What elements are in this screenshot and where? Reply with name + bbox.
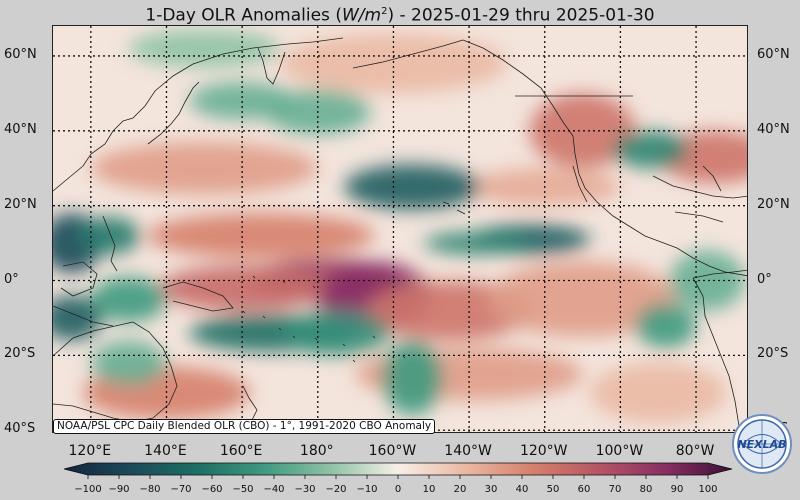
negative-anomaly-region xyxy=(90,340,167,386)
positive-anomaly-region xyxy=(529,93,636,169)
positive-anomaly-region xyxy=(279,33,507,94)
aleutian-islands xyxy=(352,39,464,69)
negative-anomaly-region xyxy=(53,295,103,341)
latitude-label-left: 40°S xyxy=(4,421,36,437)
longitude-label: 80°W xyxy=(675,443,715,459)
title-date-range: ) - 2025-01-29 thru 2025-01-30 xyxy=(387,5,655,26)
positive-anomaly-region xyxy=(90,142,318,195)
nexlab-logo-icon: NEXLAB xyxy=(732,414,792,474)
negative-anomaly-region xyxy=(128,29,280,68)
kamchatka-coastline xyxy=(257,47,286,85)
positive-anomaly-region xyxy=(158,265,326,311)
longitude-label: 120°E xyxy=(68,443,112,459)
negative-anomaly-region xyxy=(423,231,530,255)
florida-coastline xyxy=(702,165,722,192)
colorbar-bar xyxy=(63,462,733,476)
australia-coastline xyxy=(53,321,178,423)
latitude-label-right: 20°N xyxy=(757,196,790,212)
longitude-label: 180° xyxy=(299,443,334,459)
latitude-label-left: 60°N xyxy=(4,46,37,62)
colorbar-tickmarks xyxy=(87,475,709,479)
colorbar-tick-label: 80 xyxy=(639,484,653,495)
colorbar xyxy=(63,462,733,479)
negative-anomaly-region xyxy=(344,164,481,210)
latitude-label-right: 60°N xyxy=(757,46,790,62)
longitude-label: 120°W xyxy=(519,443,568,459)
coastlines xyxy=(53,37,747,432)
pacific-islands xyxy=(242,275,406,363)
positive-anomaly-region xyxy=(590,362,727,423)
longitude-label: 160°W xyxy=(368,443,417,459)
colorbar-tick-label: −80 xyxy=(139,484,161,495)
colorbar-tick-label: 70 xyxy=(608,484,622,495)
colorbar-tick-label: −20 xyxy=(325,484,347,495)
colorbar-tick-label: 10 xyxy=(422,484,436,495)
gulf-coastline xyxy=(652,175,747,199)
negative-anomaly-region xyxy=(669,250,746,311)
colorbar-tick-label: −90 xyxy=(108,484,130,495)
latitude-label-left: 20°N xyxy=(4,196,37,212)
alaska-coastline xyxy=(462,39,574,137)
colorbar-tick-label: −30 xyxy=(294,484,316,495)
latitude-label-right: 0° xyxy=(757,271,772,287)
cuba-coastline xyxy=(674,211,724,223)
north-america-coastline xyxy=(572,135,747,277)
graticule xyxy=(53,26,747,432)
colorbar-tick-label: −50 xyxy=(232,484,254,495)
longitude-label: 140°W xyxy=(444,443,492,459)
anomaly-map xyxy=(53,26,747,432)
latitude-label-right: 40°N xyxy=(757,121,790,137)
logo-text: NEXLAB xyxy=(737,438,786,451)
title-prefix: 1-Day OLR Anomalies ( xyxy=(145,5,342,26)
sumatra-java-coastline xyxy=(53,305,114,327)
anomaly-field xyxy=(53,29,747,423)
baja-california xyxy=(572,165,588,203)
latitude-label-left: 20°S xyxy=(4,346,36,362)
negative-anomaly-region xyxy=(612,130,689,169)
hawaii-islands xyxy=(442,201,466,215)
colorbar-tick-label: 100 xyxy=(698,484,718,495)
colorbar-tick-label: 20 xyxy=(453,484,467,495)
colorbar-tick-label: 40 xyxy=(515,484,529,495)
colorbar-tick-label: 60 xyxy=(577,484,591,495)
data-source-note: NOAA/PSL CPC Daily Blended OLR (CBO) - 1… xyxy=(53,419,436,434)
negative-anomaly-region xyxy=(635,302,697,348)
negative-anomaly-region xyxy=(79,216,140,255)
positive-anomaly-region xyxy=(147,213,375,259)
colorbar-tick-label: −70 xyxy=(170,484,192,495)
longitude-label: 140°E xyxy=(144,443,187,459)
latitude-label-left: 0° xyxy=(4,271,19,287)
japan-coastline xyxy=(147,81,200,145)
colorbar-tick-label: −10 xyxy=(356,484,378,495)
colorbar-tick-label: 30 xyxy=(484,484,498,495)
south-america-coastline xyxy=(692,277,743,432)
map-title: 1-Day OLR Anomalies (W/m2) - 2025-01-29 … xyxy=(0,0,800,26)
colorbar-tick-label: 90 xyxy=(670,484,684,495)
colorbar-tick-label: −40 xyxy=(263,484,285,495)
title-unit-exponent: 2 xyxy=(381,6,388,17)
colorbar-tick-label: −100 xyxy=(74,484,102,495)
latitude-label-right: 20°S xyxy=(757,346,789,362)
colorbar-tick-label: 0 xyxy=(394,484,402,495)
new-guinea-coastline xyxy=(162,281,234,312)
colorbar-tick-label: 50 xyxy=(546,484,560,495)
latitude-label-left: 40°N xyxy=(4,121,37,137)
map-panel xyxy=(52,25,748,433)
colorbar-tick-label: −60 xyxy=(201,484,223,495)
longitude-label: 160°E xyxy=(219,443,263,459)
title-unit: W/m xyxy=(341,5,382,26)
negative-anomaly-region xyxy=(382,340,443,416)
longitude-label: 100°W xyxy=(595,443,644,459)
south-america-north-coast xyxy=(692,269,747,279)
negative-anomaly-region xyxy=(283,310,390,356)
philippines-coastline xyxy=(102,215,118,272)
negative-anomaly-region xyxy=(90,276,167,322)
asia-coastline xyxy=(53,37,344,192)
